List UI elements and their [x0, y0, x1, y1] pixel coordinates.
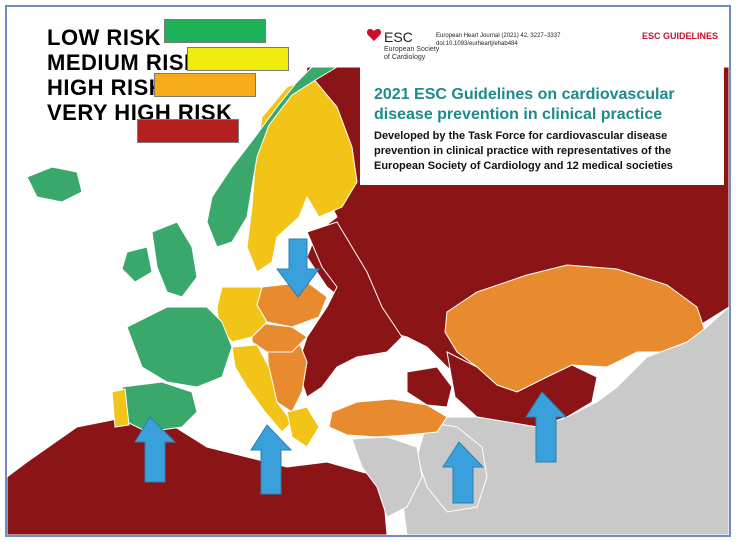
arrow-italy: [250, 424, 293, 495]
region-greece: [286, 406, 320, 448]
society-line-2: of Cardiology: [384, 54, 426, 61]
region-scandinavia: [246, 76, 358, 273]
heart-logo-icon: [366, 29, 382, 41]
legend-label-very-high: VERY HIGH RISK: [47, 100, 233, 125]
region-iceland: [26, 166, 83, 203]
region-italy: [231, 344, 293, 433]
society-line-1: European Society: [384, 46, 440, 53]
esc-logo-text: ESC: [384, 29, 413, 45]
journal-doi: doi:10.1093/eurheartj/ehab484: [436, 41, 518, 47]
journal-line-1: European Heart Journal (2021) 42, 3227–3…: [436, 33, 561, 39]
guidelines-subtitle: Developed by the Task Force for cardiova…: [374, 130, 673, 172]
legend-swatch-medium: [187, 47, 289, 71]
esc-society-name: European Society of Cardiology: [384, 46, 444, 62]
esc-guidelines-label: ESC GUIDELINES: [641, 31, 718, 41]
arrow-iran: [442, 441, 485, 504]
legend-label-high: HIGH RISK: [47, 75, 166, 100]
region-turkey: [328, 398, 448, 438]
slide-frame: LOW RISK MEDIUM RISK HIGH RISK VERY HIGH…: [5, 5, 731, 537]
legend-label-medium: MEDIUM RISK: [47, 50, 201, 75]
arrow-spain: [134, 416, 177, 483]
region-ireland: [121, 246, 153, 283]
region-uk: [151, 221, 198, 298]
region-portugal: [111, 388, 130, 428]
journal-citation: European Heart Journal (2021) 42, 3227–3…: [436, 32, 560, 48]
region-levant: [351, 436, 423, 518]
region-norway: [206, 66, 339, 248]
arrow-poland: [276, 238, 320, 298]
arrow-kyrgyzstan: [525, 391, 568, 463]
legend-swatch-very-high: [137, 119, 239, 143]
esc-header: ESC European Society of Cardiology Europ…: [360, 19, 724, 85]
region-caucasus: [406, 366, 453, 408]
region-spain: [121, 381, 198, 433]
region-eastern-europe: [296, 221, 403, 398]
region-france: [126, 306, 233, 388]
region-germany: [216, 286, 268, 343]
legend-swatch-high: [154, 73, 256, 97]
guidelines-title: 2021 ESC Guidelines on cardiovascular di…: [374, 86, 675, 123]
legend-swatch-low: [164, 19, 266, 43]
info-box: 2021 ESC Guidelines on cardiovascular di…: [360, 77, 724, 185]
legend-label-low: LOW RISK: [47, 25, 161, 50]
region-central-europe: [251, 321, 308, 353]
